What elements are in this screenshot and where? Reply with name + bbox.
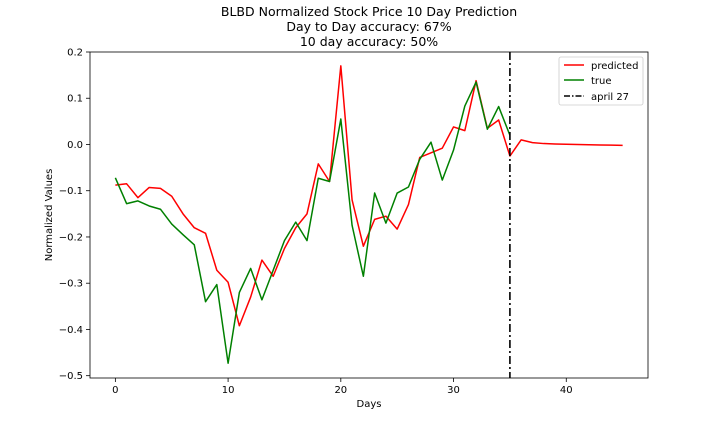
y-tick-label: −0.2 xyxy=(59,232,83,243)
series-line-true xyxy=(114,81,511,364)
chart-title: BLBD Normalized Stock Price 10 Day Predi… xyxy=(221,4,517,49)
chart-title-line-3: 10 day accuracy: 50% xyxy=(300,34,438,49)
plot-layer xyxy=(114,52,623,378)
legend-label-vline: april 27 xyxy=(591,92,629,103)
x-tick-label: 0 xyxy=(112,385,118,396)
ticks-layer: 0 10 20 30 40 −0.5 −0.4 −0.3 −0.2 −0.1 0.0 0.1 0.2 xyxy=(59,48,573,397)
x-tick-label: 10 xyxy=(222,385,235,396)
y-tick-label: −0.5 xyxy=(59,371,83,382)
chart-title-line-1: BLBD Normalized Stock Price 10 Day Predi… xyxy=(221,4,517,19)
chart-title-line-2: Day to Day accuracy: 67% xyxy=(286,19,451,34)
legend: predicted true april 27 xyxy=(558,56,644,106)
x-tick-label: 40 xyxy=(560,385,573,396)
legend-label-true: true xyxy=(591,76,612,87)
y-tick-label: −0.4 xyxy=(59,325,83,336)
series-line-predicted xyxy=(115,65,623,327)
y-axis-label: Normalized Values xyxy=(44,169,55,262)
plot-frame xyxy=(89,51,649,379)
y-tick-label: 0.2 xyxy=(67,48,83,59)
y-tick-label: 0.0 xyxy=(67,140,83,151)
x-tick-label: 20 xyxy=(334,385,347,396)
x-tick-label: 30 xyxy=(447,385,460,396)
legend-box xyxy=(558,56,644,106)
y-tick-label: −0.1 xyxy=(59,186,83,197)
legend-label-predicted: predicted xyxy=(591,61,638,72)
y-tick-label: 0.1 xyxy=(67,94,83,105)
x-axis-label: Days xyxy=(357,399,382,410)
y-tick-label: −0.3 xyxy=(59,279,83,290)
